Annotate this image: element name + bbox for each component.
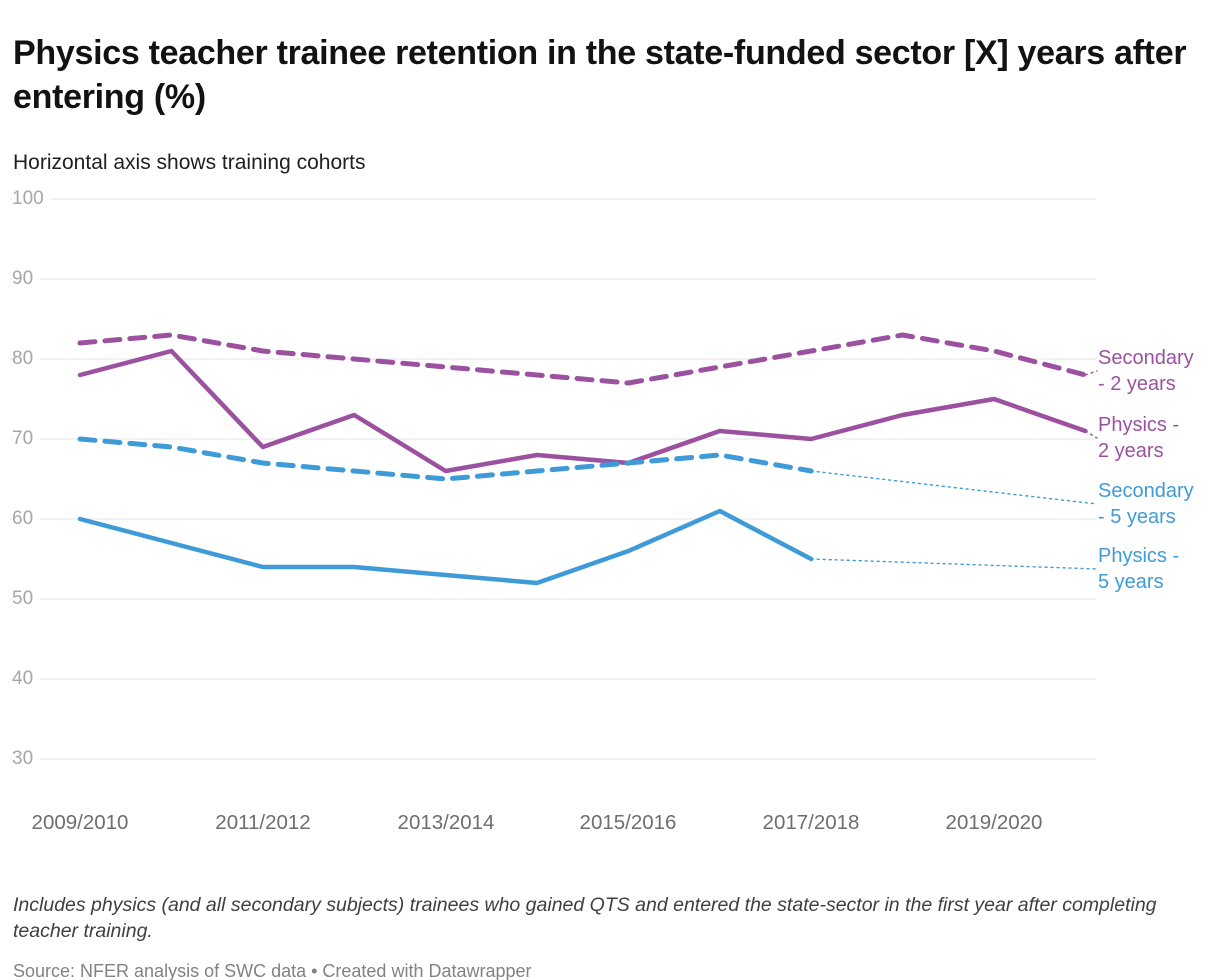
chart-footnote: Includes physics (and all secondary subj… — [13, 893, 1157, 942]
y-tick-label: 40 — [12, 666, 41, 692]
y-tick-label: 50 — [12, 586, 41, 612]
x-tick-label: 2017/2018 — [762, 811, 860, 834]
x-tick-label: 2019/2020 — [945, 811, 1043, 834]
series-label-2: Secondary - 5 years — [1098, 480, 1194, 528]
series-label-1: Physics - 2 years — [1098, 414, 1180, 462]
y-tick-label: 70 — [12, 426, 41, 452]
chart-title: Physics teacher trainee retention in the… — [13, 33, 1187, 116]
series-label-0: Secondary - 2 years — [1098, 347, 1194, 395]
x-tick-label: 2009/2010 — [31, 811, 129, 834]
series-label-3: Physics - 5 years — [1098, 545, 1180, 593]
y-tick-label: 90 — [12, 266, 41, 292]
chart-subtitle: Horizontal axis shows training cohorts — [13, 151, 366, 174]
x-tick-label: 2015/2016 — [579, 811, 677, 834]
y-tick-label: 60 — [12, 506, 41, 532]
y-tick-label: 100 — [12, 186, 51, 212]
y-tick-label: 30 — [12, 746, 41, 772]
source-line: Source: NFER analysis of SWC data • Crea… — [13, 961, 532, 980]
x-tick-label: 2011/2012 — [215, 811, 311, 834]
x-tick-label: 2013/2014 — [397, 811, 495, 834]
y-tick-label: 80 — [12, 346, 41, 372]
